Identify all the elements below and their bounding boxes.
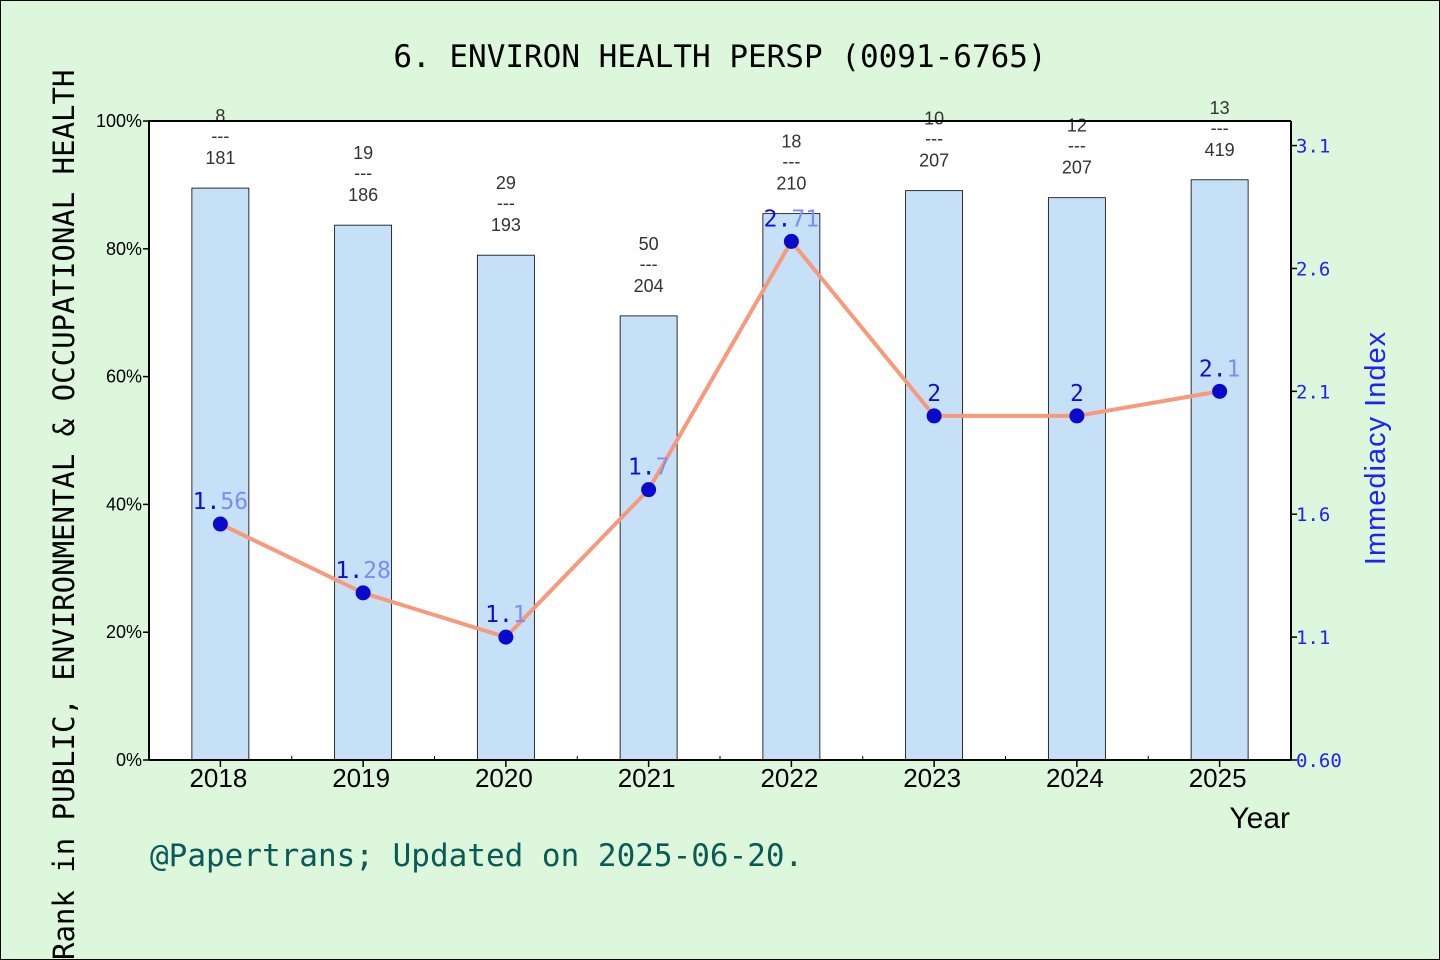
immediacy-point-2021 [641,482,657,498]
y-axis-right-label: Immediacy Index [1360,331,1392,565]
y-left-tick-label-5: 100% [96,111,142,131]
immediacy-label-2025: 2.1 [1199,356,1241,382]
bar-2022 [762,213,821,761]
rank-denominator-2024: 207 [1062,158,1092,178]
rank-numerator-2025: 13 [1210,98,1230,118]
rank-separator-2024: --- [1068,136,1086,156]
rank-numerator-2020: 29 [496,173,516,193]
bar-2021 [619,315,678,761]
bar-2024 [1047,197,1106,761]
immediacy-point-2019 [355,585,371,601]
y-left-tick-label-3: 60% [106,367,142,387]
rank-denominator-2023: 207 [919,151,949,171]
rank-numerator-2024: 12 [1067,116,1087,136]
plot-area [149,121,1291,760]
immediacy-point-2024 [1069,408,1085,424]
rank-denominator-2025: 419 [1205,140,1235,160]
rank-denominator-2018: 181 [205,148,235,168]
chart-title: 6. ENVIRON HEALTH PERSP (0091-6765) [393,39,1046,75]
rank-numerator-2018: 8 [215,106,225,126]
y-right-tick-label-1: 1.1 [1296,627,1330,649]
credit-note: @Papertrans; Updated on 2025-06-20. [150,838,803,874]
rank-separator-2019: --- [354,163,372,183]
immediacy-point-2022 [783,233,799,249]
y-right-tick-label-5: 3.1 [1296,136,1330,158]
immediacy-index-line [219,239,1220,640]
immediacy-point-2023 [926,408,942,424]
rank-separator-2018: --- [211,126,229,146]
y-left-tick-label-1: 20% [106,622,142,642]
y-right-tick-label-2: 1.6 [1296,504,1330,526]
bar-2018 [191,187,250,761]
x-tick-label-2021: 2021 [618,763,676,793]
rank-denominator-2020: 193 [491,215,521,235]
y-left-tick-label-0: 0% [116,750,142,770]
rank-separator-2021: --- [640,254,658,274]
bar-2020 [476,254,535,761]
immediacy-point-2018 [212,516,228,532]
x-tick-label-2020: 2020 [475,763,533,793]
immediacy-point-2025 [1212,383,1228,399]
rank-separator-2025: --- [1211,118,1229,138]
rank-denominator-2019: 186 [348,185,378,205]
x-axis-label: Year [1229,802,1290,835]
immediacy-label-2020: 1.1 [485,602,527,628]
immediacy-point-2020 [498,629,514,645]
rank-numerator-2022: 18 [781,132,801,152]
x-tick-label-2024: 2024 [1046,763,1104,793]
x-tick-label-2025: 2025 [1189,763,1247,793]
rank-numerator-2023: 10 [924,109,944,129]
y-right-tick-label-0: 0.60 [1296,750,1342,772]
y-right-tick-label-3: 2.1 [1296,381,1330,403]
immediacy-label-2018: 1.56 [193,489,248,515]
rank-numerator-2021: 50 [639,234,659,254]
bar-2023 [905,190,964,761]
immediacy-label-2019: 1.28 [335,558,390,584]
immediacy-label-2024: 2 [1070,381,1084,407]
rank-denominator-2022: 210 [776,174,806,194]
rank-denominator-2021: 204 [634,276,664,296]
rank-separator-2022: --- [782,152,800,172]
immediacy-label-2022: 2.71 [764,206,819,232]
immediacy-label-2023: 2 [927,381,941,407]
rank-separator-2020: --- [497,193,515,213]
y-left-tick-label-2: 40% [106,494,142,514]
immediacy-label-2021: 1.7 [628,455,670,481]
x-tick-label-2023: 2023 [903,763,961,793]
x-tick-label-2022: 2022 [760,763,818,793]
bar-2019 [334,224,393,761]
x-tick-label-2019: 2019 [332,763,390,793]
y-right-tick-label-4: 2.6 [1296,258,1330,280]
x-tick-label-2018: 2018 [189,763,247,793]
y-left-tick-label-4: 80% [106,239,142,259]
bar-2025 [1190,179,1249,761]
rank-separator-2023: --- [925,129,943,149]
y-axis-left-label: Rank in PUBLIC, ENVIRONMENTAL & OCCUPATI… [47,70,81,960]
rank-numerator-2019: 19 [353,143,373,163]
